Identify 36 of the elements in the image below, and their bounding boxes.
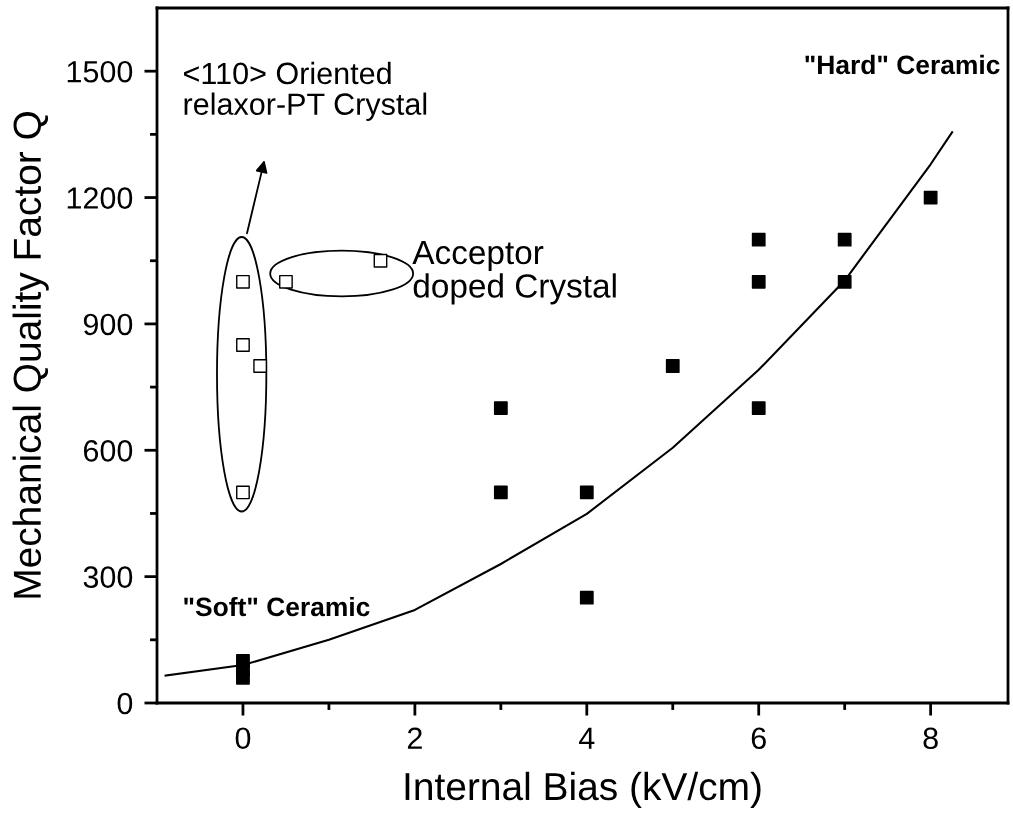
x-tick-label: 8	[923, 727, 938, 750]
y-tick-label: 300	[83, 566, 133, 589]
point	[751, 274, 766, 289]
point	[236, 338, 250, 352]
point	[373, 253, 388, 268]
x-axis-title: Internal Bias (kV/cm)	[405, 771, 761, 808]
x-tick-label: 6	[751, 727, 766, 750]
point	[751, 232, 766, 247]
y-axis-title: Mechanical Quality Factor Q	[12, 112, 49, 598]
y-tick-label: 900	[83, 313, 133, 336]
point	[236, 274, 250, 289]
x-tick-label: 4	[579, 727, 595, 749]
point	[236, 653, 250, 668]
x-tick-label: 2	[407, 727, 422, 749]
annotation: <110> Oriented relaxor-PT Crystal	[184, 61, 427, 121]
annotation: "Hard" Ceramic	[805, 54, 1000, 75]
x-tick-label: 0	[235, 727, 251, 750]
point	[923, 190, 938, 205]
line-series	[164, 131, 954, 677]
y-tick-label: 1200	[67, 187, 133, 209]
point	[837, 232, 852, 247]
point	[579, 590, 594, 605]
point	[493, 485, 508, 500]
y-tick-label: 0	[117, 692, 133, 715]
point	[665, 359, 680, 373]
annotation: "Soft" Ceramic	[184, 596, 370, 617]
point	[493, 401, 508, 416]
annotation: Acceptor doped Crystal	[412, 241, 616, 305]
point	[279, 274, 293, 289]
point	[236, 485, 250, 500]
y-tick-label: 600	[83, 440, 133, 462]
y-tick-label: 1500	[67, 60, 133, 83]
point	[579, 485, 594, 500]
point	[751, 401, 766, 416]
point	[253, 359, 268, 373]
point	[837, 274, 852, 289]
